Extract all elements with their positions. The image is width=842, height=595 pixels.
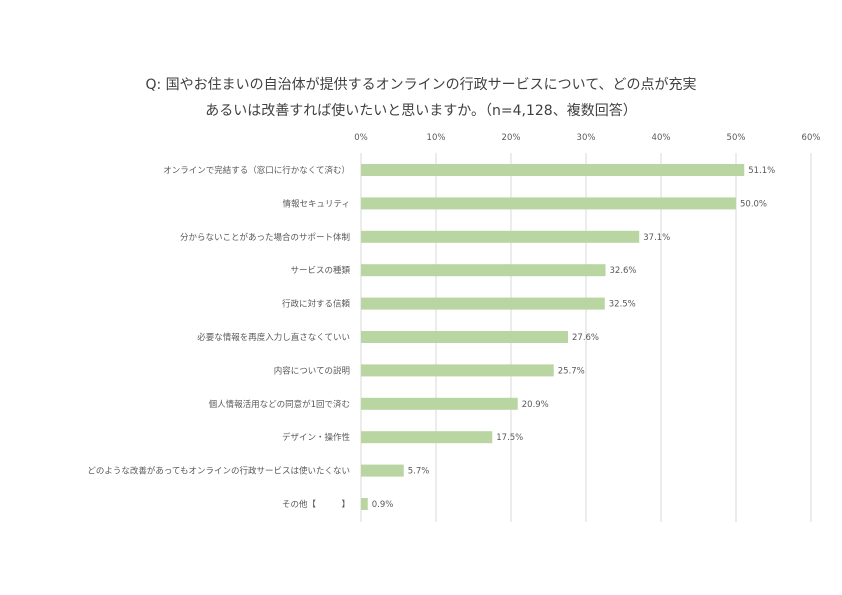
category-label: サービスの種類 xyxy=(290,265,350,276)
bars xyxy=(361,164,745,510)
bar xyxy=(361,397,518,410)
bar xyxy=(361,431,493,444)
chart-title-line-2: あるいは改善すれば使いたいと思いますか。（n=4,128、複数回答） xyxy=(205,103,637,119)
x-tick-label: 20% xyxy=(502,133,521,143)
category-labels: オンラインで完結する（窓口に行かなくて済む） 情報セキュリティ分からないことがあっ… xyxy=(87,165,350,510)
grid-lines xyxy=(360,153,812,522)
bar xyxy=(361,230,640,243)
category-label: 個人情報活用などの同意が1回で済む xyxy=(209,399,350,410)
data-label: 32.5% xyxy=(609,300,636,310)
data-label: 51.1% xyxy=(748,166,775,176)
category-label: デザイン・操作性 xyxy=(282,432,351,443)
x-tick-label: 50% xyxy=(727,133,746,143)
bar xyxy=(361,197,736,210)
bar xyxy=(361,331,568,343)
data-label: 17.5% xyxy=(496,433,523,443)
x-tick-label: 40% xyxy=(652,133,671,143)
bar xyxy=(361,297,605,310)
category-label: 行政に対する信頼 xyxy=(282,299,351,310)
category-label: 必要な情報を再度入力し直さなくていい xyxy=(197,332,350,343)
x-tick-label: 60% xyxy=(802,133,821,143)
chart-title: Q: 国やお住まいの自治体が提供するオンラインの行政サービスについて、どの点が充… xyxy=(0,72,842,124)
data-label: 0.9% xyxy=(372,500,394,510)
x-tick-label: 0% xyxy=(354,133,368,143)
x-tick-label: 10% xyxy=(427,133,446,143)
data-label: 32.6% xyxy=(610,266,637,276)
data-label: 27.6% xyxy=(572,333,599,343)
category-label: オンラインで完結する（窓口に行かなくて済む） xyxy=(163,165,350,176)
data-labels: 51.1% 50.0% 37.1% 32.6% 32.5% 27.6% 25.7% 20.9%… xyxy=(372,166,776,510)
data-label: 37.1% xyxy=(643,233,670,243)
category-label: 内容についての説明 xyxy=(274,365,350,376)
chart-title-line-1: Q: 国やお住まいの自治体が提供するオンラインの行政サービスについて、どの点が充… xyxy=(145,77,697,93)
bar xyxy=(361,364,554,377)
data-label: 20.9% xyxy=(522,400,549,410)
data-label: 50.0% xyxy=(740,199,767,209)
category-label: 情報セキュリティ xyxy=(283,198,351,209)
bar xyxy=(361,264,606,277)
data-label: 25.7% xyxy=(558,366,585,376)
category-label: 分からないことがあった場合のサポート体制 xyxy=(180,232,350,243)
x-tick-label: 30% xyxy=(577,133,596,143)
bar xyxy=(361,164,745,176)
bar xyxy=(361,464,404,477)
category-label: どのような改善があってもオンラインの行政サービスは使いたくない xyxy=(87,466,350,477)
category-label: その他【 】 xyxy=(282,499,350,510)
data-label: 5.7% xyxy=(408,467,430,477)
x-axis-ticks: 0% 10% 20% 30% 40% 50% 60% xyxy=(354,133,820,143)
bar xyxy=(361,498,368,510)
